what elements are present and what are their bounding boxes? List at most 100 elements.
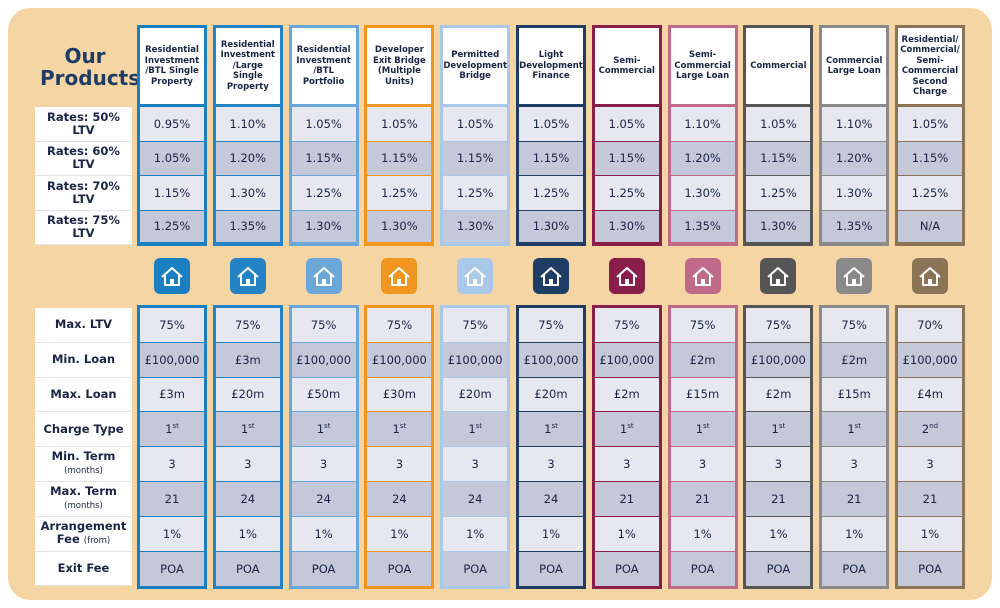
feature-value: 1st xyxy=(847,422,861,436)
feature-value: 24 xyxy=(543,491,559,506)
feature-cell: 1st xyxy=(291,412,356,447)
rate-value: 1.05% xyxy=(381,116,418,131)
product-header: Commercial xyxy=(746,28,811,104)
rate-value: 1.35% xyxy=(229,219,267,234)
rate-cell: 1.35% xyxy=(670,210,735,242)
row-label-note: (months) xyxy=(64,500,103,511)
rate-value: 1.30% xyxy=(381,219,418,234)
row-label-text: Min. Term xyxy=(51,449,116,464)
product-name: Light Development Finance xyxy=(519,50,583,82)
feature-cell: £4m xyxy=(898,377,962,412)
rate-value: 1.20% xyxy=(229,151,267,166)
feature-value: 1st xyxy=(165,422,179,436)
feature-value: POA xyxy=(614,561,639,576)
feature-cell: 75% xyxy=(746,308,811,342)
product-header: Semi-Commercial Large Loan xyxy=(670,28,735,104)
product-header: Developer Exit Bridge (Multiple Units) xyxy=(367,28,432,104)
rate-value: 1.30% xyxy=(608,219,646,234)
feature-value: 21 xyxy=(695,491,710,506)
row-label-text: Exit Fee xyxy=(57,560,110,575)
feature-value: 3 xyxy=(774,457,783,472)
row-label: Max. LTV xyxy=(35,308,132,343)
title: Our xyxy=(64,44,106,68)
feature-value: 75% xyxy=(614,317,640,332)
row-label: Max. Loan xyxy=(35,377,132,413)
feature-cell: 1st xyxy=(822,412,887,447)
feature-cell: 3 xyxy=(291,447,356,481)
rate-value: 1.20% xyxy=(684,151,721,166)
feature-cell: 75% xyxy=(594,308,659,342)
feature-value: 21 xyxy=(922,491,938,506)
feature-cell: 3 xyxy=(215,447,280,481)
feature-value: £3m xyxy=(159,387,185,402)
rate-cell: 1.30% xyxy=(822,176,887,210)
feature-value: POA xyxy=(842,561,867,576)
feature-cell: 1st xyxy=(443,412,508,447)
row-label-note-line: (months) xyxy=(64,498,103,513)
rate-value: 1.15% xyxy=(153,185,191,200)
product-icon xyxy=(457,258,494,294)
rate-cell: 1.25% xyxy=(898,176,962,210)
feature-value: £100,000 xyxy=(599,352,655,367)
feature-value: 1% xyxy=(617,526,636,541)
rate-value: 1.05% xyxy=(608,116,646,131)
rate-cell: 1.35% xyxy=(215,210,280,242)
feature-value: £50m xyxy=(307,387,341,402)
rate-value: 1.25% xyxy=(608,185,646,200)
rate-value: 1.15% xyxy=(760,151,797,166)
charge-number: 2 xyxy=(921,422,930,437)
rate-value: 1.05% xyxy=(532,116,570,131)
feature-value: POA xyxy=(387,561,412,576)
feature-value: £20m xyxy=(231,387,265,402)
feature-value: 1st xyxy=(241,422,255,436)
charge-number: 1 xyxy=(544,422,552,437)
feature-value: 1% xyxy=(845,526,864,541)
product-name: Residential Investment /BTL Portfolio xyxy=(296,45,351,87)
rate-value: 1.05% xyxy=(760,116,797,131)
rate-value: 1.05% xyxy=(305,116,342,131)
rate-value: 1.25% xyxy=(381,185,418,200)
feature-cell: 1st xyxy=(594,412,659,447)
feature-cell: 1% xyxy=(822,516,887,551)
rate-cell: 1.25% xyxy=(746,176,811,210)
product-icon xyxy=(760,258,797,294)
feature-cell: £100,000 xyxy=(140,342,204,377)
feature-value: 75% xyxy=(310,317,337,332)
feature-value: 3 xyxy=(244,457,252,472)
feature-cell: 3 xyxy=(898,447,962,481)
row-label-line: Min. Loan xyxy=(52,353,115,366)
feature-cell: 75% xyxy=(215,308,280,342)
product-name: Semi-Commercial xyxy=(598,55,655,77)
rate-value: 1.10% xyxy=(229,116,267,131)
feature-cell: POA xyxy=(670,551,735,587)
rate-value: 1.15% xyxy=(608,151,646,166)
feature-value: POA xyxy=(463,561,488,576)
feature-value: 24 xyxy=(392,491,407,506)
feature-value: 1st xyxy=(772,422,786,436)
feature-value: 1% xyxy=(466,526,485,541)
feature-cell: 21 xyxy=(140,482,204,516)
rate-cell: 1.15% xyxy=(594,141,659,175)
feature-value: 1% xyxy=(238,526,257,541)
charge-number: 1 xyxy=(695,422,704,437)
rate-value: 1.35% xyxy=(684,219,721,234)
row-label-text: Rates: 60% LTV xyxy=(47,144,120,172)
row-label-line: Arrangement Fee (from) xyxy=(38,519,129,548)
rate-value: 1.25% xyxy=(532,185,570,200)
row-label-note: (months) xyxy=(64,466,103,477)
feature-value: 24 xyxy=(316,491,331,506)
feature-cell: 24 xyxy=(215,482,280,516)
row-label-text: Charge Type xyxy=(43,421,124,436)
rate-value: 1.15% xyxy=(456,151,494,166)
feature-cell: £3m xyxy=(215,342,280,377)
rate-cell: 1.25% xyxy=(519,176,583,210)
rate-cell: 1.30% xyxy=(291,210,356,242)
charge-suffix: st xyxy=(778,422,786,431)
feature-value: £20m xyxy=(458,387,492,402)
product-icon xyxy=(229,258,266,294)
rate-cell: 1.25% xyxy=(443,176,508,210)
rate-cell: 1.15% xyxy=(746,141,811,175)
feature-cell: £50m xyxy=(291,377,356,412)
feature-value: 24 xyxy=(467,491,483,506)
feature-cell: POA xyxy=(822,551,887,587)
